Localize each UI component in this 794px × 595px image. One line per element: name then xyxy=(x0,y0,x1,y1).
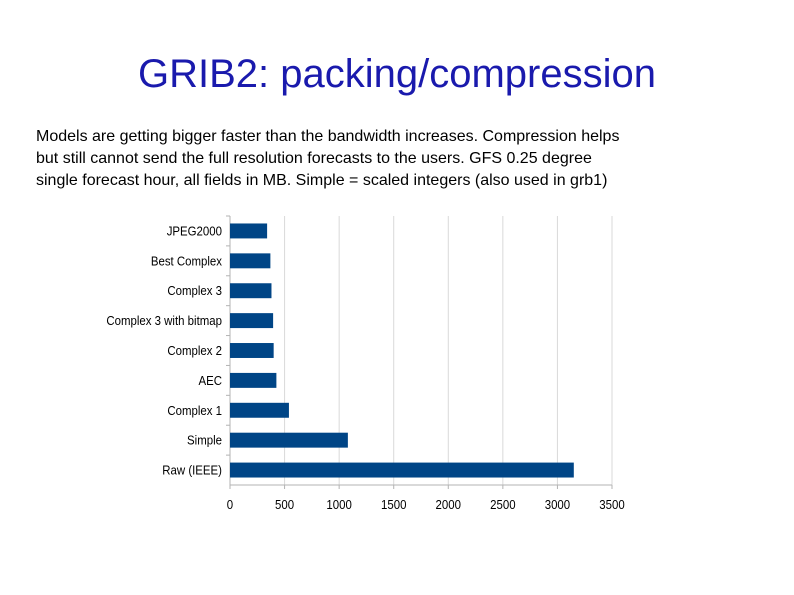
category-label: Best Complex xyxy=(151,254,222,269)
x-tick-label: 3500 xyxy=(599,497,625,512)
body-line: single forecast hour, all fields in MB. … xyxy=(36,172,608,189)
slide-body-text: Models are getting bigger faster than th… xyxy=(36,126,736,192)
x-tick-label: 1500 xyxy=(381,497,407,512)
category-label: Complex 3 with bitmap xyxy=(106,313,222,328)
category-label: Raw (IEEE) xyxy=(162,463,222,478)
category-label: AEC xyxy=(198,373,222,388)
bar xyxy=(230,372,277,388)
bar xyxy=(230,223,268,239)
x-tick-label: 2500 xyxy=(490,497,516,512)
category-label: Simple xyxy=(187,433,222,448)
x-tick-label: 500 xyxy=(275,497,294,512)
bar xyxy=(230,432,348,448)
bar xyxy=(230,462,574,478)
x-tick-label: 2000 xyxy=(436,497,462,512)
category-label: JPEG2000 xyxy=(167,224,222,239)
bar xyxy=(230,402,289,418)
x-tick-label: 0 xyxy=(227,497,234,512)
bar xyxy=(230,343,274,358)
slide-title: GRIB2: packing/compression xyxy=(137,52,656,96)
category-label: Complex 1 xyxy=(167,403,222,418)
body-line: but still cannot send the full resolutio… xyxy=(36,150,592,167)
bar xyxy=(230,283,272,299)
x-tick-label: 3000 xyxy=(545,497,571,512)
bar xyxy=(230,253,271,269)
category-label: Complex 3 xyxy=(167,284,222,299)
body-line: Models are getting bigger faster than th… xyxy=(36,128,620,145)
category-label: Complex 2 xyxy=(167,343,222,358)
bar xyxy=(230,313,274,329)
x-tick-label: 1000 xyxy=(326,497,352,512)
